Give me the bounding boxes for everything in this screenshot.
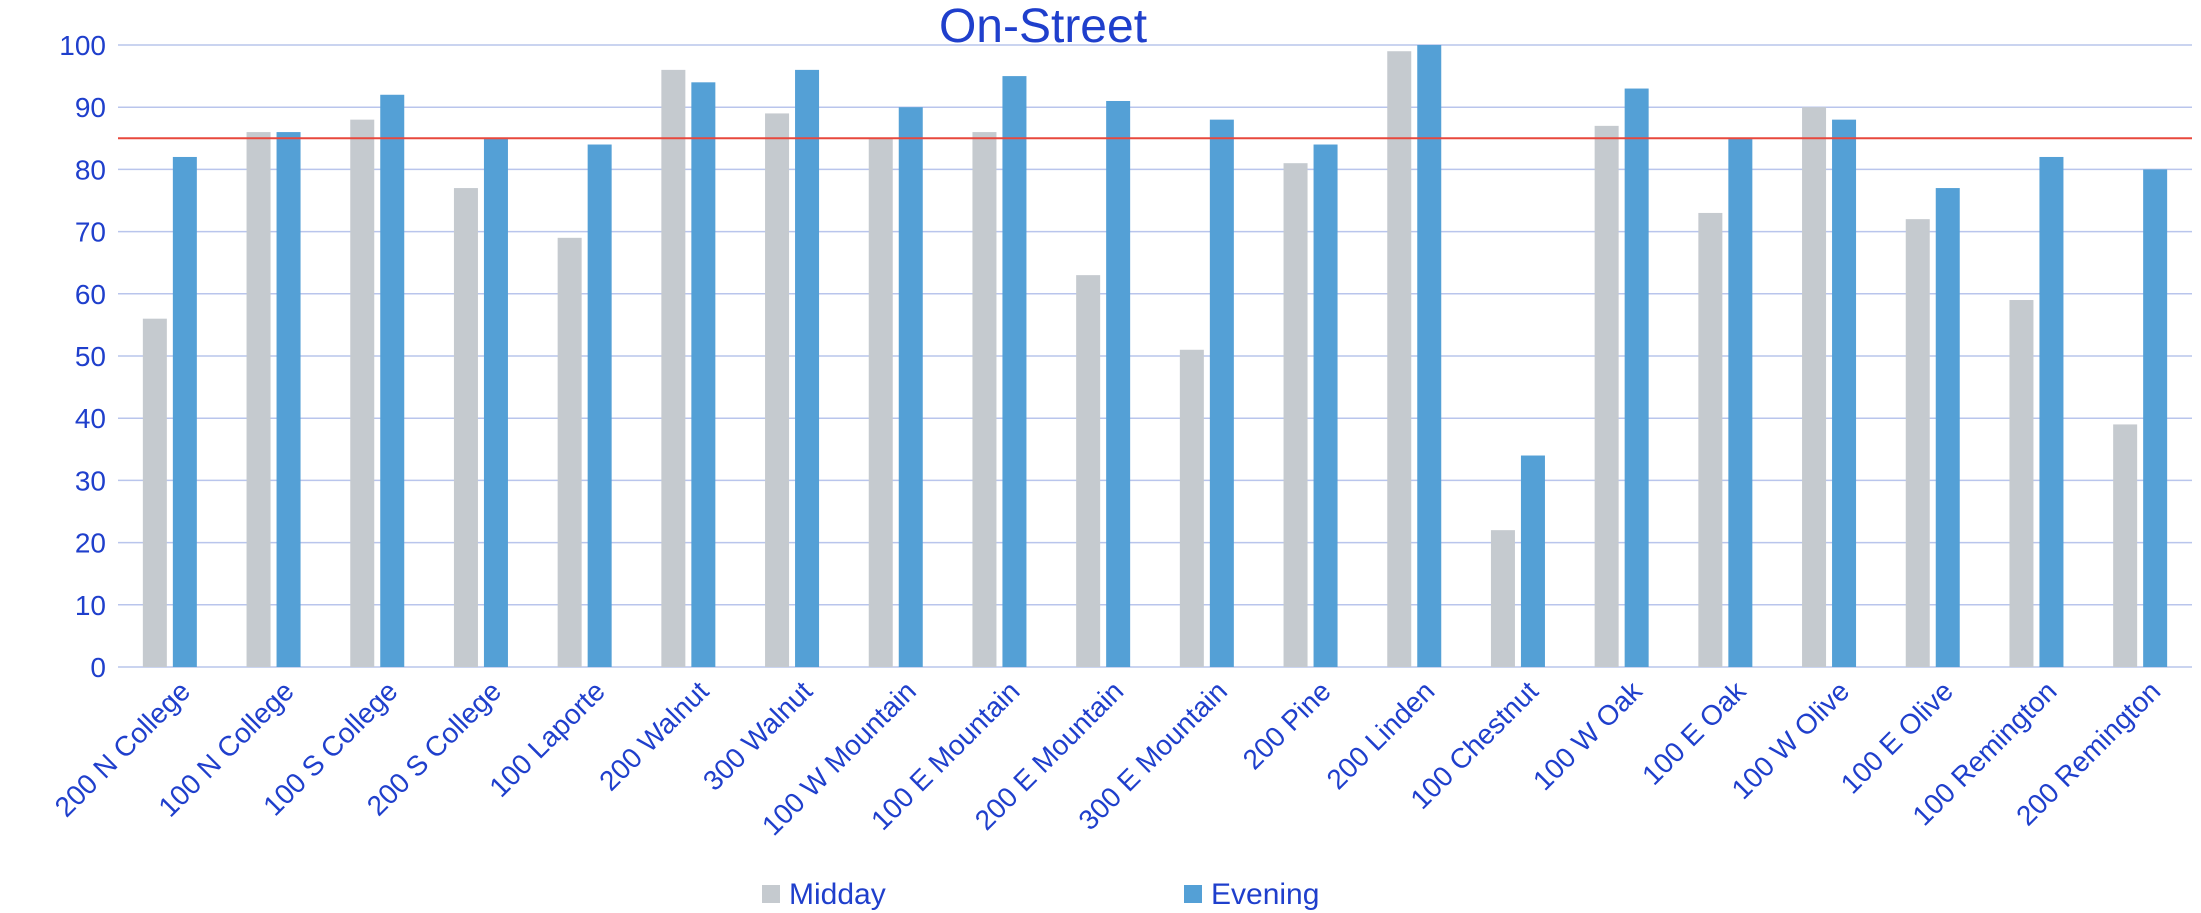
bar-evening xyxy=(1728,138,1753,668)
bar-midday xyxy=(1594,125,1619,668)
legend: Midday Evening xyxy=(762,878,1319,911)
y-tick-label: 50 xyxy=(75,341,106,372)
bar-evening xyxy=(795,69,820,667)
bar-midday xyxy=(765,113,790,668)
y-tick-label: 70 xyxy=(75,217,106,248)
bar-evening xyxy=(172,156,197,667)
bar-evening xyxy=(691,82,716,667)
bar-midday xyxy=(557,237,582,667)
y-tick-label: 60 xyxy=(75,279,106,310)
bar-midday xyxy=(2113,424,2138,667)
bar-evening xyxy=(1002,76,1027,668)
bar-evening xyxy=(1520,455,1545,667)
y-tick-label: 100 xyxy=(59,30,106,61)
bar-evening xyxy=(1209,119,1234,667)
y-tick-label: 40 xyxy=(75,403,106,434)
bar-evening xyxy=(1313,144,1338,667)
bar-midday xyxy=(868,138,893,668)
bar-evening xyxy=(380,94,405,667)
y-tick-label: 20 xyxy=(75,528,106,559)
bar-midday xyxy=(1905,219,1930,667)
bar-midday xyxy=(661,69,686,667)
bar-midday xyxy=(1387,51,1412,668)
x-tick-label: 200 Pine xyxy=(1237,675,1337,775)
y-tick-label: 30 xyxy=(75,465,106,496)
y-tick-label: 10 xyxy=(75,590,106,621)
bar-midday xyxy=(142,318,167,667)
y-tick-label: 0 xyxy=(90,652,106,683)
bar-midday xyxy=(1179,349,1204,667)
bar-evening xyxy=(1832,119,1857,667)
bar-evening xyxy=(1935,188,1960,667)
bar-midday xyxy=(1283,163,1308,667)
bar-midday xyxy=(2009,300,2034,667)
legend-swatch xyxy=(762,885,780,903)
legend-label: Evening xyxy=(1211,878,1319,911)
bar-evening xyxy=(2039,156,2064,667)
bar-midday xyxy=(1076,275,1101,667)
chart-title: On-Street xyxy=(939,0,1147,53)
legend-label: Midday xyxy=(789,878,886,911)
bar-evening xyxy=(1624,88,1649,668)
bar-evening xyxy=(2143,169,2168,667)
y-tick-label: 90 xyxy=(75,92,106,123)
bar-evening xyxy=(898,107,923,667)
x-tick-label: 100 W Oak xyxy=(1527,675,1649,797)
legend-swatch xyxy=(1184,885,1202,903)
bar-midday xyxy=(1802,107,1827,667)
x-tick-label: 200 Walnut xyxy=(593,675,714,796)
bar-midday xyxy=(350,119,375,667)
bar-evening xyxy=(1106,100,1131,668)
bar-evening xyxy=(587,144,612,667)
bars-layer xyxy=(142,45,2168,668)
bar-evening xyxy=(276,132,301,667)
bar-midday xyxy=(972,132,997,667)
y-tick-label: 80 xyxy=(75,154,106,185)
bar-midday xyxy=(1490,530,1515,667)
bar-midday xyxy=(453,188,478,667)
bar-midday xyxy=(1698,212,1723,667)
bar-evening xyxy=(483,138,508,668)
bar-evening xyxy=(1417,45,1442,667)
bar-midday xyxy=(246,132,271,667)
